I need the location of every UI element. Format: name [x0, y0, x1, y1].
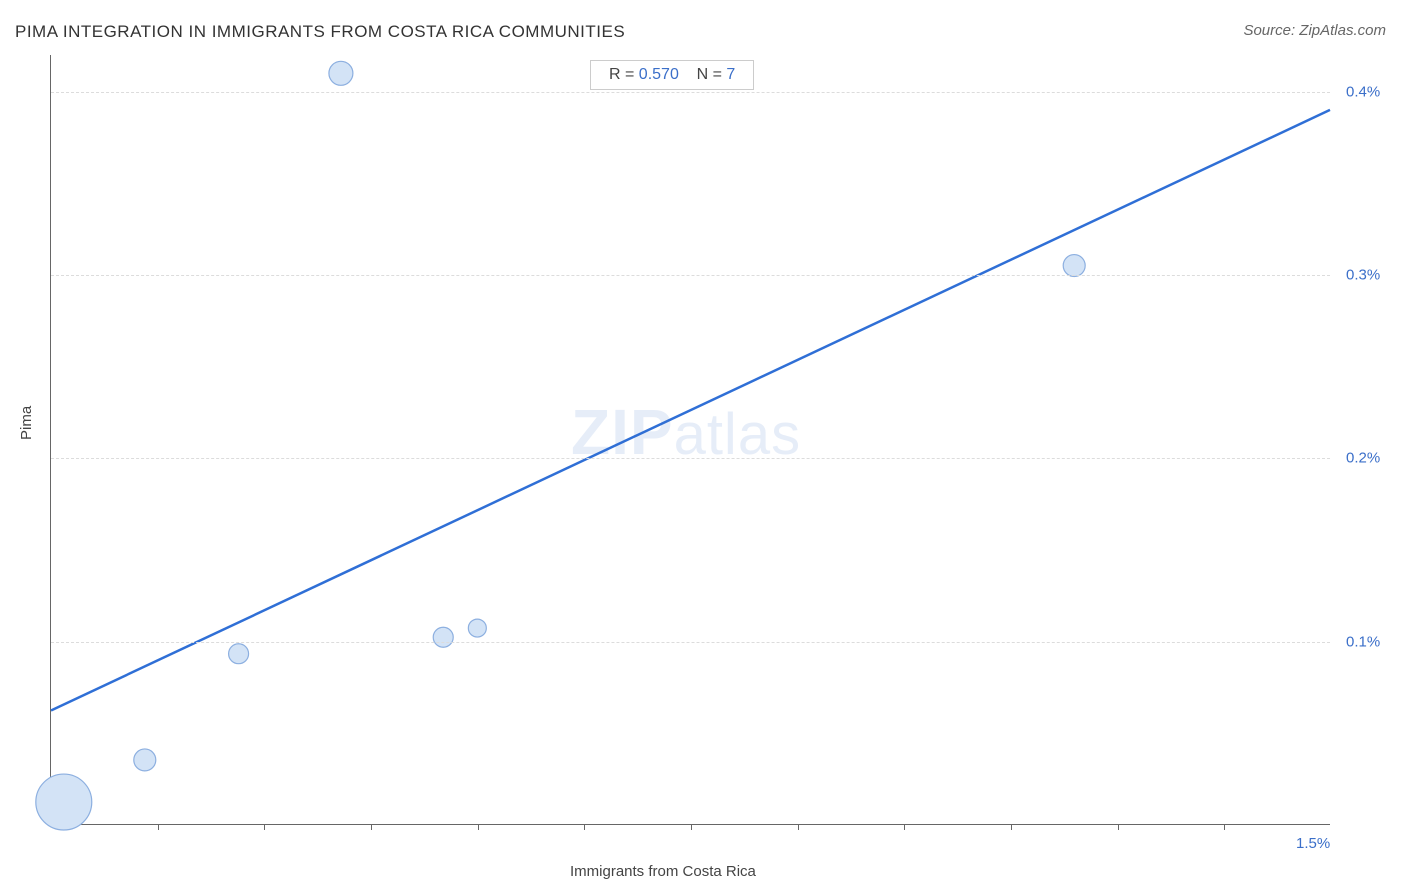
r-label: R = [609, 66, 639, 83]
x-tick [584, 824, 585, 830]
chart-svg [51, 55, 1330, 824]
y-tick-label: 0.1% [1346, 633, 1380, 650]
y-tick-label: 0.4% [1346, 83, 1380, 100]
trendline [51, 110, 1330, 711]
gridline [51, 458, 1330, 459]
x-axis-label: Immigrants from Costa Rica [570, 863, 756, 880]
r-value: 0.570 [639, 66, 679, 83]
data-point [433, 627, 453, 647]
y-axis-label: Pima [18, 406, 35, 440]
data-point [1063, 255, 1085, 277]
data-point [468, 619, 486, 637]
stats-box: R = 0.570 N = 7 [590, 60, 754, 90]
x-tick [1224, 824, 1225, 830]
data-point [36, 774, 92, 830]
chart-title: PIMA INTEGRATION IN IMMIGRANTS FROM COST… [15, 22, 625, 42]
x-tick [691, 824, 692, 830]
gridline [51, 92, 1330, 93]
x-tick [478, 824, 479, 830]
x-tick [798, 824, 799, 830]
x-tick [264, 824, 265, 830]
n-label: N = [697, 66, 727, 83]
plot-area: ZIPatlas 0.1%0.2%0.3%0.4%1.5% [50, 55, 1330, 825]
n-value: 7 [726, 66, 735, 83]
data-point [229, 644, 249, 664]
y-tick-label: 0.3% [1346, 267, 1380, 284]
gridline [51, 642, 1330, 643]
x-tick [1011, 824, 1012, 830]
y-tick-label: 0.2% [1346, 450, 1380, 467]
source-attribution: Source: ZipAtlas.com [1243, 22, 1386, 39]
x-tick [158, 824, 159, 830]
x-tick [371, 824, 372, 830]
data-point [134, 749, 156, 771]
data-point [329, 61, 353, 85]
x-tick [904, 824, 905, 830]
x-tick-label: 1.5% [1296, 835, 1330, 852]
gridline [51, 275, 1330, 276]
x-tick [1118, 824, 1119, 830]
